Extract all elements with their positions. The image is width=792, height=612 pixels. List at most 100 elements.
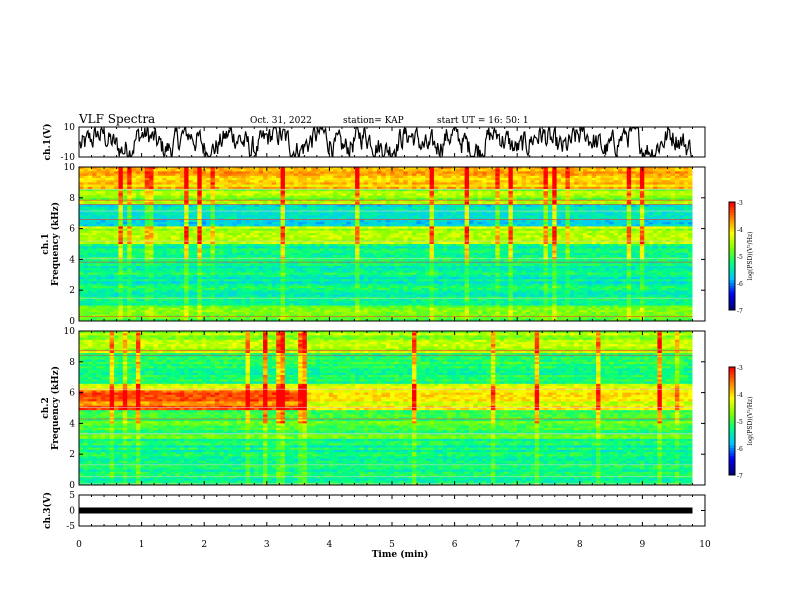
spectrogram-cell: [451, 193, 457, 196]
spectrogram-cell: [315, 206, 321, 210]
spectrogram-cell: [302, 200, 308, 203]
spectrogram-cell: [556, 182, 562, 185]
spectrogram-cell: [219, 219, 224, 223]
spectrogram-cell: [609, 175, 614, 179]
spectrogram-cell: [490, 217, 496, 221]
spectrogram-cell: [236, 204, 242, 207]
spectrogram-cell: [469, 189, 474, 192]
spectrogram-cell: [337, 182, 343, 185]
spectrogram-cell: [561, 171, 566, 174]
spectrogram-cell: [179, 175, 185, 179]
spectrogram-cell: [206, 219, 211, 223]
spectrogram-cell: [311, 189, 317, 192]
spectrogram-cell: [171, 208, 176, 212]
spectrogram-cell: [324, 175, 330, 179]
spectrogram-cell: [631, 211, 636, 214]
spectrogram-cell: [635, 189, 641, 192]
spectrogram-cell: [311, 213, 317, 216]
spectrogram-cell: [320, 211, 325, 214]
spectrogram-cell: [661, 193, 667, 196]
spectrogram-cell: [372, 175, 378, 179]
spectrogram-cell: [337, 213, 343, 216]
spectrogram-cell: [96, 180, 102, 183]
spectrogram-cell: [188, 222, 194, 225]
spectrogram-cell: [674, 180, 680, 183]
spectrogram-cell: [464, 211, 470, 214]
spectrogram-cell: [355, 180, 360, 183]
spectrogram-cell: [539, 219, 544, 223]
spectrogram-cell: [179, 186, 185, 190]
spectrogram-cell: [219, 175, 224, 179]
spectrogram-cell: [114, 208, 119, 212]
spectrogram-cell: [385, 202, 391, 205]
spectrogram-cell: [552, 219, 558, 223]
spectrogram-cell: [403, 193, 409, 196]
spectrogram-cell: [153, 169, 159, 172]
spectrogram-cell: [653, 169, 658, 172]
spectrogram-cell: [644, 171, 650, 174]
spectrogram-cell: [403, 204, 409, 207]
spectrogram-cell: [609, 211, 614, 214]
spectrogram-cell: [175, 175, 181, 179]
spectrogram-cell: [390, 191, 395, 194]
spectrogram-cell: [109, 202, 115, 205]
spectrogram-cell: [363, 200, 369, 203]
spectrogram-cell: [359, 169, 365, 172]
spectrogram-cell: [407, 213, 413, 216]
spectrogram-cell: [473, 193, 479, 196]
spectrogram-cell: [131, 197, 137, 201]
spectrogram-cell: [394, 200, 400, 203]
spectrogram-cell: [639, 217, 645, 221]
spectrogram-cell: [206, 195, 211, 199]
spectrogram-cell: [512, 197, 518, 201]
spectrogram-cell: [385, 173, 391, 177]
spectrogram-cell: [688, 173, 693, 177]
spectrogram-cell: [328, 171, 334, 174]
spectrogram-cell: [626, 186, 632, 190]
spectrogram-cell: [420, 222, 426, 225]
spectrogram-cell: [206, 222, 211, 225]
spectrogram-cell: [219, 222, 224, 225]
spectrogram-cell: [350, 169, 356, 172]
spectrogram-cell: [460, 171, 466, 174]
spectrogram-cell: [657, 193, 663, 196]
spectrogram-cell: [688, 213, 693, 216]
spectrogram-cell: [587, 204, 593, 207]
spectrogram-cell: [210, 167, 216, 170]
spectrogram-cell: [179, 173, 185, 177]
spectrogram-cell: [201, 193, 207, 196]
spectrogram-cell: [477, 182, 483, 185]
spectrogram-cell: [447, 206, 452, 210]
spectrogram-cell: [127, 200, 132, 203]
spectrogram-cell: [346, 178, 352, 181]
spectrogram-cell: [657, 182, 663, 185]
spectrogram-cell: [460, 197, 466, 201]
spectrogram-cell: [688, 208, 693, 212]
spectrogram-cell: [433, 173, 439, 177]
spectrogram-cell: [245, 167, 251, 170]
spectrogram-cell: [596, 217, 601, 221]
spectrogram-cell: [254, 197, 260, 201]
spectrogram-cell: [547, 193, 553, 196]
spectrogram-cell: [390, 182, 395, 185]
spectrogram-cell: [223, 200, 229, 203]
spectrogram-cell: [324, 169, 330, 172]
spectrogram-cell: [683, 191, 689, 194]
spectrogram-cell: [280, 178, 286, 181]
spectrogram-cell: [376, 184, 382, 188]
spectrogram-cell: [433, 193, 439, 196]
spectrogram-cell: [263, 191, 268, 194]
spectrogram-cell: [311, 169, 317, 172]
spectrogram-cell: [298, 178, 303, 181]
spectrogram-cell: [306, 219, 312, 223]
spectrogram-cell: [653, 204, 658, 207]
spectrogram-cell: [596, 189, 601, 192]
spectrogram-cell: [350, 215, 356, 218]
spectrogram-cell: [469, 222, 474, 225]
spectrogram-cell: [385, 208, 391, 212]
spectrogram-cell: [254, 186, 260, 190]
spectrogram-cell: [390, 186, 395, 190]
spectrogram-cell: [298, 215, 303, 218]
spectrogram-cell: [617, 178, 623, 181]
spectrogram-cell: [298, 184, 303, 188]
